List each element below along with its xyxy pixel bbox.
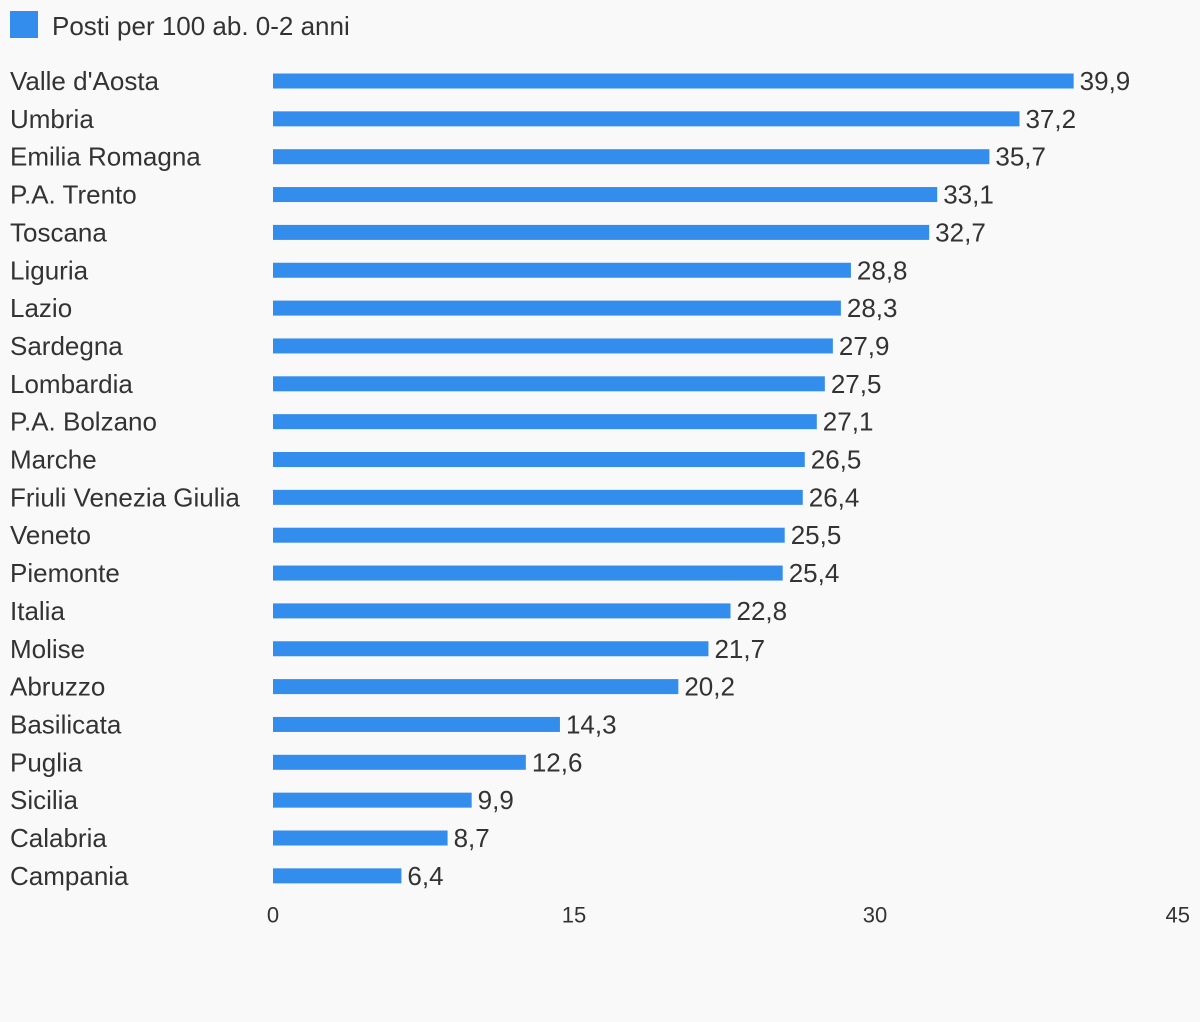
data-label: 6,4	[407, 861, 443, 891]
category-label: Molise	[10, 634, 85, 664]
bar	[273, 149, 990, 165]
bar	[273, 603, 731, 619]
bar	[273, 565, 783, 581]
bar	[273, 830, 448, 846]
data-label: 27,9	[839, 331, 890, 361]
category-label: Liguria	[10, 255, 89, 285]
category-label: Campania	[10, 861, 129, 891]
bar	[273, 187, 938, 203]
bar	[273, 111, 1020, 127]
data-label: 25,4	[789, 558, 840, 588]
data-label: 32,7	[935, 217, 986, 247]
bar	[273, 792, 472, 808]
category-label: Lazio	[10, 293, 72, 323]
category-label: Piemonte	[10, 558, 120, 588]
data-label: 33,1	[943, 180, 994, 210]
bar	[273, 73, 1074, 89]
bar	[273, 527, 785, 543]
data-label: 39,9	[1080, 66, 1131, 96]
legend-swatch	[10, 10, 38, 38]
category-label: Basilicata	[10, 709, 122, 739]
data-label: 14,3	[566, 709, 617, 739]
data-label: 37,2	[1025, 104, 1076, 134]
bar	[273, 376, 825, 392]
legend-label: Posti per 100 ab. 0-2 anni	[52, 11, 350, 41]
category-label: Marche	[10, 445, 97, 475]
data-label: 28,8	[857, 255, 908, 285]
category-label: Emilia Romagna	[10, 142, 201, 172]
data-label: 27,1	[823, 407, 874, 437]
bar	[273, 679, 679, 695]
data-label: 9,9	[478, 785, 514, 815]
bar	[273, 414, 817, 430]
category-label: Valle d'Aosta	[10, 66, 160, 96]
bar	[273, 868, 402, 884]
data-label: 22,8	[737, 596, 788, 626]
category-label: Abruzzo	[10, 672, 105, 702]
data-label: 21,7	[714, 634, 765, 664]
bar	[273, 641, 709, 657]
category-label: P.A. Trento	[10, 180, 137, 210]
bar	[273, 716, 560, 732]
bar	[273, 338, 833, 354]
category-label: Umbria	[10, 104, 94, 134]
category-label: P.A. Bolzano	[10, 407, 157, 437]
data-label: 35,7	[995, 142, 1046, 172]
bar	[273, 452, 805, 467]
data-label: 26,5	[811, 445, 862, 475]
data-label: 26,4	[809, 482, 860, 512]
chart-legend: Posti per 100 ab. 0-2 anni	[10, 8, 350, 44]
category-label: Calabria	[10, 823, 107, 853]
category-label: Puglia	[10, 747, 83, 777]
category-label: Sardegna	[10, 331, 123, 361]
data-label: 12,6	[532, 747, 583, 777]
data-label: 8,7	[454, 823, 490, 853]
x-tick-label: 0	[267, 903, 279, 928]
bar	[273, 754, 526, 770]
category-label: Veneto	[10, 520, 91, 550]
bar	[273, 300, 841, 316]
data-label: 20,2	[684, 672, 735, 702]
category-label: Italia	[10, 596, 65, 626]
category-label: Friuli Venezia Giulia	[10, 482, 240, 512]
bar	[273, 489, 803, 505]
category-label: Lombardia	[10, 369, 133, 399]
x-tick-label: 30	[863, 903, 887, 928]
category-label: Toscana	[10, 217, 107, 247]
x-tick-label: 45	[1166, 903, 1190, 928]
data-label: 27,5	[831, 369, 882, 399]
bar	[273, 262, 851, 278]
data-label: 28,3	[847, 293, 898, 323]
bar	[273, 224, 930, 240]
x-tick-label: 15	[562, 903, 586, 928]
category-label: Sicilia	[10, 785, 78, 815]
data-label: 25,5	[791, 520, 842, 550]
